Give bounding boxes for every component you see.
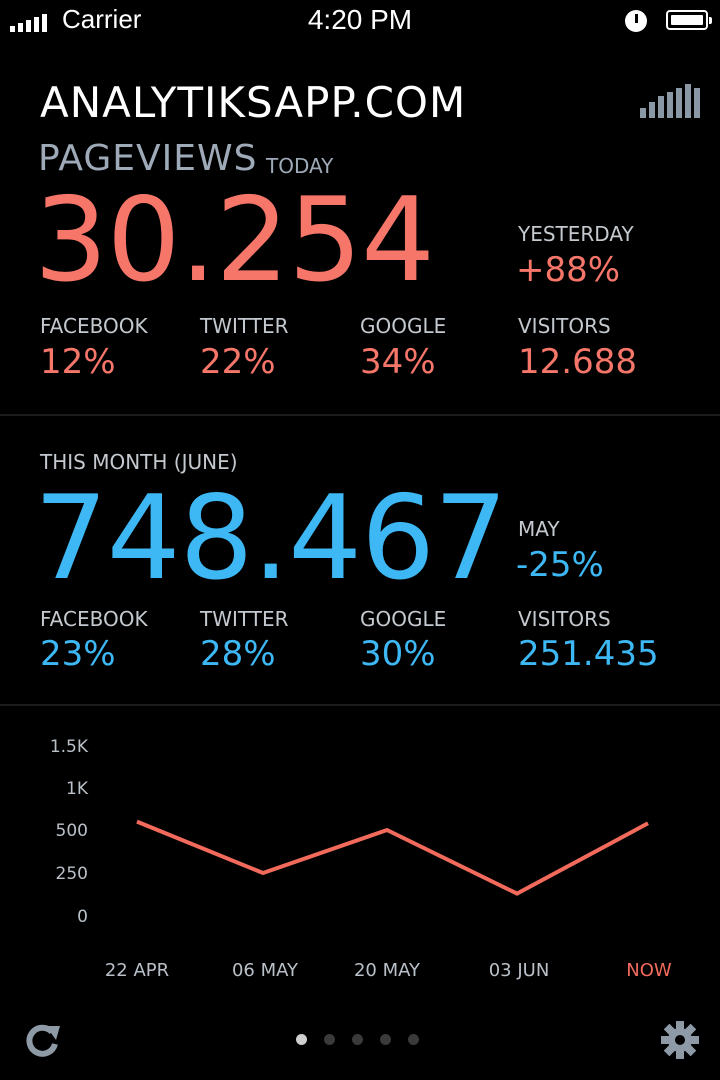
y-tick-label: 1.5K — [50, 737, 89, 757]
may-change: -25% — [516, 545, 604, 585]
page-dot[interactable] — [408, 1034, 419, 1045]
x-tick-label: 06 MAY — [232, 960, 299, 981]
section-divider — [0, 704, 720, 706]
today-facebook-label: FACEBOOK — [40, 314, 148, 338]
month-twitter-label: TWITTER — [200, 607, 289, 631]
may-label: MAY — [518, 517, 560, 541]
today-google-value: 34% — [360, 342, 436, 382]
month-google-value: 30% — [360, 634, 436, 674]
today-label: TODAY — [266, 154, 334, 178]
x-tick-label: 20 MAY — [354, 960, 421, 981]
page-dot[interactable] — [352, 1034, 363, 1045]
page-dot[interactable] — [296, 1034, 307, 1045]
pageviews-label: PAGEVIEWS — [38, 138, 258, 179]
yesterday-label: YESTERDAY — [518, 222, 634, 246]
y-tick-label: 500 — [56, 821, 88, 841]
signal-strength-icon — [10, 12, 47, 32]
carrier-name: Carrier — [62, 4, 142, 34]
page-indicator[interactable] — [296, 1034, 419, 1045]
section-divider — [0, 414, 720, 416]
month-visitors-value: 251.435 — [518, 634, 659, 674]
series-line — [136, 819, 649, 896]
status-bar: Carrier 4:20 PM — [0, 0, 720, 44]
gear-icon[interactable] — [660, 1020, 700, 1060]
y-tick-label: 1K — [66, 779, 89, 799]
page-dot[interactable] — [324, 1034, 335, 1045]
month-google-label: GOOGLE — [360, 607, 447, 631]
this-month-label: THIS MONTH (JUNE) — [40, 450, 238, 474]
y-tick-label: 0 — [77, 907, 88, 927]
yesterday-change: +88% — [516, 250, 621, 290]
month-facebook-label: FACEBOOK — [40, 607, 148, 631]
x-tick-label: NOW — [626, 960, 672, 981]
y-tick-label: 250 — [56, 864, 88, 884]
battery-icon — [666, 10, 712, 30]
app-title: ANALYTIKSAPP.COM — [40, 78, 467, 127]
today-twitter-label: TWITTER — [200, 314, 289, 338]
today-twitter-value: 22% — [200, 342, 276, 382]
page-dot[interactable] — [380, 1034, 391, 1045]
alarm-icon — [625, 10, 647, 32]
today-pageviews-value: 30.254 — [34, 173, 435, 308]
today-visitors-value: 12.688 — [518, 342, 637, 382]
x-tick-label: 03 JUN — [489, 960, 550, 981]
bar-chart-icon[interactable] — [640, 84, 700, 118]
month-twitter-value: 28% — [200, 634, 276, 674]
refresh-icon[interactable] — [22, 1020, 62, 1060]
status-time: 4:20 PM — [307, 4, 413, 35]
today-google-label: GOOGLE — [360, 314, 447, 338]
pageviews-line-chart: 1.5K 1K 500 250 0 22 APR 06 MAY 20 MAY 03 JUN NOW — [50, 737, 672, 981]
today-visitors-label: VISITORS — [518, 314, 611, 338]
month-visitors-label: VISITORS — [518, 607, 611, 631]
x-tick-label: 22 APR — [105, 960, 169, 981]
today-facebook-value: 12% — [40, 342, 116, 382]
month-pageviews-value: 748.467 — [34, 471, 508, 606]
month-facebook-value: 23% — [40, 634, 116, 674]
